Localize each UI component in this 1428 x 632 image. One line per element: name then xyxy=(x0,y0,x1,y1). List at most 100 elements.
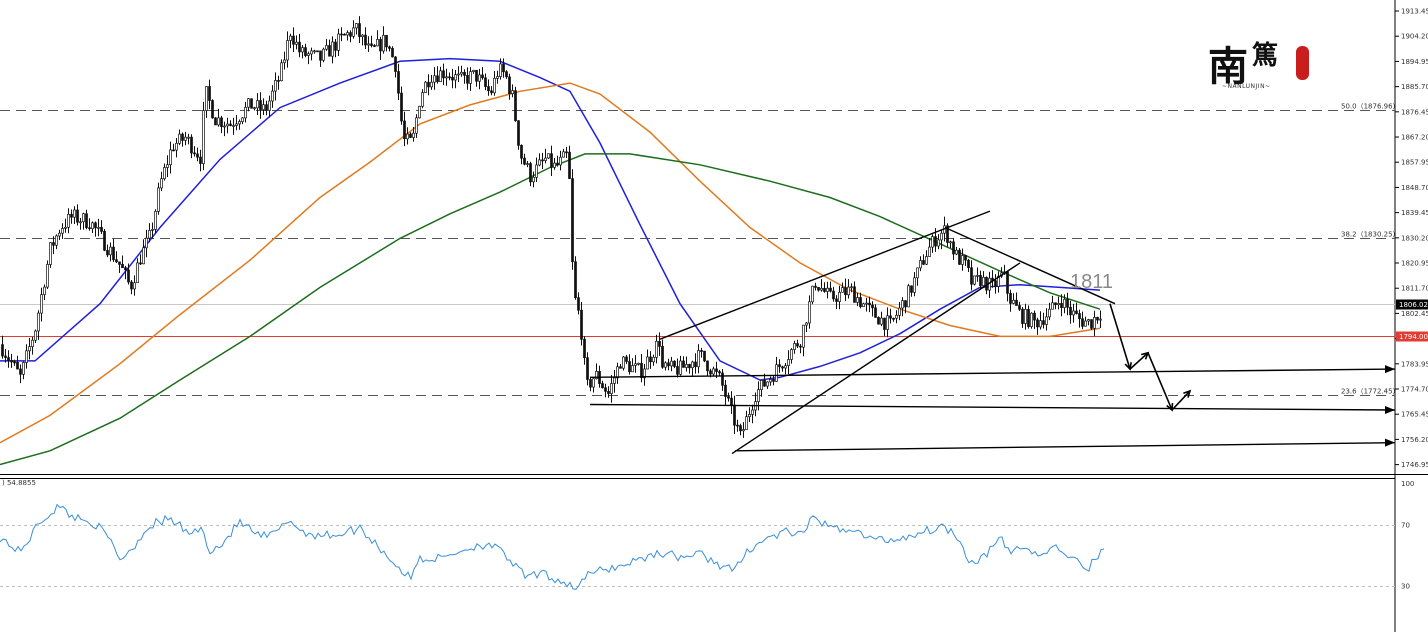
candle xyxy=(22,361,25,380)
candle-body xyxy=(742,429,745,432)
candle xyxy=(28,337,31,360)
candle xyxy=(286,31,289,68)
candle-body xyxy=(487,86,490,92)
candle-body xyxy=(553,162,556,168)
candle xyxy=(628,354,631,375)
candle-body xyxy=(874,307,877,318)
candle xyxy=(178,129,181,146)
candle-body xyxy=(106,250,109,256)
candle xyxy=(304,43,307,58)
price-axis: 1913.45 1904.20 1894.95 1885.70 1876.45 1867.… xyxy=(1395,8,1428,469)
candle-body xyxy=(136,262,139,284)
candle-body xyxy=(982,276,985,286)
candle-body xyxy=(367,43,370,46)
candle-body xyxy=(634,363,637,366)
candle-body xyxy=(490,90,493,94)
candle xyxy=(649,351,652,369)
candle xyxy=(712,366,715,377)
candle-body xyxy=(97,227,100,229)
candle-body xyxy=(166,164,169,168)
candle-body xyxy=(511,90,514,94)
candle-body xyxy=(907,285,910,308)
candle xyxy=(1027,305,1030,329)
candle xyxy=(1099,310,1102,328)
candle xyxy=(331,36,334,64)
candle-body xyxy=(220,117,223,128)
candle xyxy=(751,404,754,424)
price-tick-label: 1783.95 xyxy=(1401,360,1428,368)
candle-body xyxy=(325,45,328,50)
candle xyxy=(457,66,460,82)
candle xyxy=(400,86,403,125)
candle-body xyxy=(457,73,460,76)
candle-body xyxy=(811,285,814,303)
candle-body xyxy=(550,153,553,168)
candle-body xyxy=(118,261,121,265)
candle-body xyxy=(604,387,607,392)
candle-body xyxy=(775,364,778,382)
candle xyxy=(199,149,202,172)
candle-body xyxy=(850,286,853,289)
candle xyxy=(913,272,916,297)
candle xyxy=(892,317,895,322)
candle xyxy=(604,383,607,398)
candle xyxy=(1075,302,1078,315)
candle-body xyxy=(628,361,631,373)
candle xyxy=(805,322,808,333)
candle xyxy=(832,286,835,302)
candle-body xyxy=(967,259,970,269)
candle xyxy=(718,369,721,376)
candle-body xyxy=(787,359,790,366)
candle xyxy=(532,171,535,188)
candle-body xyxy=(295,41,298,45)
candle xyxy=(88,218,91,231)
candle-body xyxy=(148,230,151,239)
candle-body xyxy=(319,50,322,61)
candle-body xyxy=(583,338,586,359)
candle-body xyxy=(910,285,913,293)
candle-body xyxy=(430,81,433,88)
candle-body xyxy=(223,125,226,128)
candle-body xyxy=(535,164,538,178)
candle xyxy=(25,344,28,369)
candle-body xyxy=(280,62,283,82)
candle xyxy=(541,152,544,170)
candle xyxy=(922,254,925,266)
candle xyxy=(742,422,745,438)
candle xyxy=(220,115,223,134)
candle-body xyxy=(640,362,643,379)
candle-body xyxy=(829,287,832,292)
candle xyxy=(130,280,133,295)
candle-body xyxy=(760,379,763,390)
price-tick-label: 1746.95 xyxy=(1401,461,1428,469)
candle-body xyxy=(1087,319,1090,322)
candle-body xyxy=(538,159,541,166)
candle xyxy=(502,58,505,78)
candle xyxy=(67,208,70,234)
candle-body xyxy=(43,286,46,295)
forecast-arrows xyxy=(1109,303,1192,412)
candle-body xyxy=(268,100,271,111)
candle xyxy=(1039,311,1042,330)
candle-body xyxy=(502,63,505,73)
candle-body xyxy=(592,378,595,388)
candle xyxy=(364,27,367,49)
candle-body xyxy=(193,152,196,155)
candle xyxy=(1066,292,1069,316)
candle-body xyxy=(781,366,784,369)
candle xyxy=(103,229,106,252)
candle xyxy=(265,100,268,116)
candle xyxy=(898,302,901,321)
candle-body xyxy=(142,247,145,265)
candle xyxy=(814,282,817,291)
price-tick-label: 1802.45 xyxy=(1401,310,1428,318)
candle-body xyxy=(934,236,937,247)
candle-body xyxy=(913,277,916,293)
candle xyxy=(340,27,343,42)
candle-body xyxy=(40,294,43,314)
candle-body xyxy=(661,346,664,368)
candle-body xyxy=(337,33,340,51)
candle xyxy=(622,356,625,371)
candle xyxy=(367,36,370,52)
candle xyxy=(529,161,532,187)
